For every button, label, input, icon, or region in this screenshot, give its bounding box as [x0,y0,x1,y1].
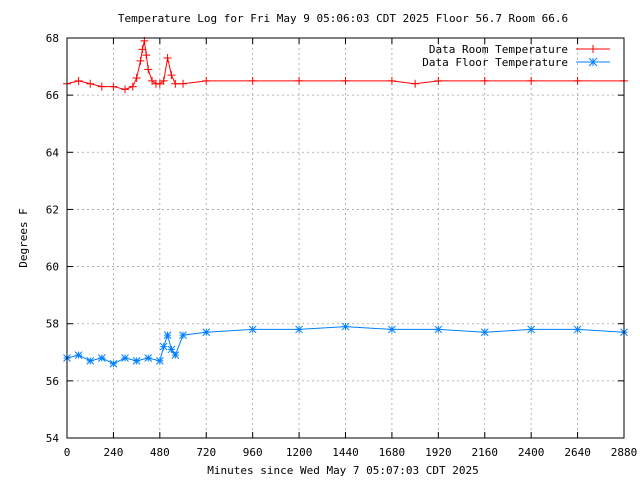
data-point [171,351,180,359]
data-point [202,76,211,85]
x-tick-label: 2640 [564,446,591,459]
data-point [74,351,83,359]
x-axis-label: Minutes since Wed May 7 05:07:03 CDT 202… [207,464,479,477]
data-point [341,322,350,331]
x-tick-label: 2160 [472,446,499,459]
data-point [155,357,164,365]
data-point [434,325,443,334]
x-tick-label: 720 [196,446,216,459]
legend-marker [589,45,597,53]
data-point [109,359,118,368]
data-point [163,331,172,339]
data-point [86,357,95,365]
data-point [167,71,176,80]
chart-title: Temperature Log for Fri May 9 05:06:03 C… [118,12,568,25]
data-point [109,82,118,91]
y-tick-label: 66 [46,89,59,102]
data-point [411,79,420,88]
x-tick-label: 0 [64,446,71,459]
data-point [527,76,536,85]
data-point [121,85,130,94]
data-point [248,325,257,334]
data-point [74,76,83,85]
x-tick-label: 2400 [518,446,545,459]
data-point [142,51,151,60]
y-tick-label: 60 [46,261,59,274]
data-point [132,74,141,82]
data-point [388,325,396,334]
x-tick-label: 1440 [332,446,359,459]
data-point [159,342,168,351]
data-point [144,65,153,74]
legend-label: Data Room Temperature [429,43,568,56]
grid-lines [67,38,624,438]
data-point [167,345,176,354]
x-tick-label: 2880 [611,446,638,459]
data-point [144,354,153,362]
data-point [527,325,536,334]
data-point [136,56,145,65]
x-tick-label: 960 [243,446,263,459]
data-point [138,45,147,54]
x-tick-label: 1920 [425,446,452,459]
data-point [86,79,95,88]
data-point [179,331,187,339]
data-point [248,76,257,85]
data-point [480,328,489,337]
data-point [341,76,350,85]
y-tick-label: 58 [46,318,59,331]
x-tick-label: 240 [103,446,123,459]
data-point [97,354,106,362]
y-axis-label: Degrees F [17,208,30,268]
data-point [480,76,489,85]
data-point [434,76,443,85]
data-point [171,79,180,88]
data-point [295,325,303,334]
x-tick-label: 480 [150,446,170,459]
data-point [163,54,172,62]
legend-marker [588,57,598,67]
data-point [121,354,129,362]
data-point [202,328,211,337]
axis-ticks: 0 240 480 720 960 1200 1440 1680 1920 2160 2400 264… [46,32,638,459]
series-line [66,326,625,365]
y-tick-label: 56 [46,375,59,388]
data-point [159,76,168,85]
data-point [387,76,396,85]
data-point [573,76,582,85]
y-tick-label: 64 [46,146,60,159]
x-tick-label: 1680 [379,446,406,459]
y-tick-label: 54 [46,432,60,445]
y-tick-label: 62 [46,203,59,216]
data-point [179,79,188,88]
y-tick-label: 68 [46,32,59,45]
data-point [132,357,141,365]
legend-label: Data Floor Temperature [422,56,568,69]
data-point [295,76,304,85]
x-tick-label: 1200 [286,446,313,459]
data-point [128,82,137,91]
data-point [573,325,582,334]
series-room [63,36,628,94]
data-point [97,82,106,91]
